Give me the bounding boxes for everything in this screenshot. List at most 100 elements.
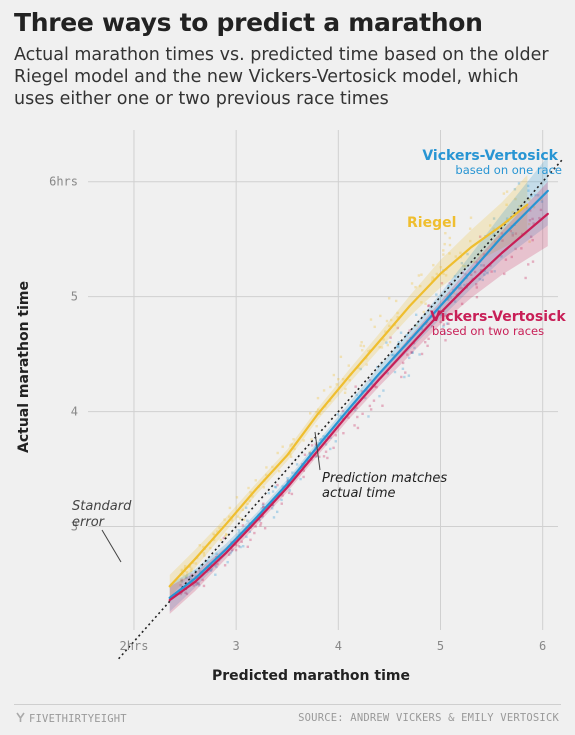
runner-point (272, 516, 276, 519)
runner-point (417, 274, 421, 277)
runner-point (378, 394, 381, 398)
runner-point (397, 345, 400, 349)
runner-point (379, 314, 382, 318)
runner-point (261, 503, 265, 507)
runner-point (281, 485, 284, 488)
runner-point (190, 573, 193, 576)
runner-point (530, 194, 533, 198)
runner-point (361, 349, 364, 352)
runner-point (460, 261, 464, 265)
runner-point (427, 304, 430, 308)
runner-point (239, 517, 242, 520)
grid (88, 130, 558, 630)
runner-point (234, 543, 238, 546)
runner-point (526, 206, 529, 210)
runner-point (240, 540, 243, 543)
runner-point (498, 235, 501, 239)
runner-point (322, 435, 325, 438)
runner-point (440, 282, 444, 285)
runner-point (475, 295, 479, 299)
runner-point (426, 344, 429, 348)
runner-point (262, 505, 265, 509)
runner-point (189, 569, 193, 573)
runner-point (492, 233, 495, 236)
runner-point (448, 282, 452, 285)
runner-point (378, 346, 381, 349)
runner-point (509, 229, 512, 233)
runner-point (185, 592, 189, 596)
runner-point (185, 576, 188, 579)
runner-point (248, 530, 252, 533)
annotation-prediction-line2: actual time (322, 486, 396, 501)
runner-point (411, 351, 414, 354)
runner-point (527, 263, 530, 266)
runner-point (230, 549, 234, 553)
runner-point (458, 287, 461, 290)
runner-point (442, 323, 446, 326)
runner-point (415, 324, 418, 328)
runner-point (271, 490, 275, 493)
runner-point (230, 519, 234, 522)
runner-point (396, 345, 399, 348)
runner-point (501, 239, 504, 242)
runner-point (511, 234, 514, 237)
runner-point (222, 536, 226, 540)
runner-point (205, 560, 209, 563)
runner-point (336, 413, 340, 416)
runner-point (454, 255, 457, 258)
runner-point (470, 273, 473, 276)
runner-point (475, 261, 479, 264)
runner-point (201, 578, 204, 582)
x-tick-label: 3 (233, 639, 240, 653)
runner-point (280, 502, 283, 505)
runner-point (183, 564, 187, 568)
prediction-matches-line (118, 158, 564, 660)
runner-point (299, 477, 302, 481)
runner-point (180, 578, 183, 581)
runner-point (514, 247, 517, 251)
runner-point (195, 583, 198, 586)
runner-point (271, 504, 275, 507)
runner-point (469, 239, 472, 243)
runner-point (281, 445, 284, 448)
runner-point (386, 343, 390, 347)
runner-point (384, 330, 387, 333)
footer-divider (14, 704, 561, 705)
runner-point (355, 393, 358, 397)
runner-point (362, 344, 366, 348)
runner-point (237, 545, 241, 548)
runner-point (492, 227, 495, 230)
runner-point (479, 269, 483, 272)
runner-point (365, 357, 368, 360)
runner-point (202, 551, 206, 555)
runner-point (478, 235, 482, 238)
runner-point (215, 552, 218, 556)
runner-point (314, 444, 318, 448)
runner-point (444, 332, 447, 335)
runner-point (318, 455, 321, 459)
runner-point (203, 554, 206, 557)
runner-point (341, 409, 345, 413)
runner-point (329, 436, 332, 439)
runner-point (251, 495, 254, 498)
runner-point (280, 498, 283, 502)
annotation-vv-two-title: Vickers-Vertosick (430, 309, 566, 325)
runner-point (190, 578, 193, 581)
runner-point (532, 205, 536, 209)
runner-point (521, 232, 524, 236)
runner-point (431, 279, 434, 282)
runner-point (179, 592, 182, 596)
runner-point (245, 535, 248, 538)
runner-point (375, 385, 378, 389)
runner-point (335, 383, 338, 386)
runner-point (196, 576, 199, 580)
runner-point (517, 182, 521, 185)
runner-point (505, 217, 509, 220)
series-line (168, 212, 549, 602)
runner-point (514, 197, 517, 201)
runner-point (478, 277, 481, 281)
runner-point (424, 340, 427, 344)
runner-point (440, 313, 443, 316)
runner-point (234, 548, 238, 552)
